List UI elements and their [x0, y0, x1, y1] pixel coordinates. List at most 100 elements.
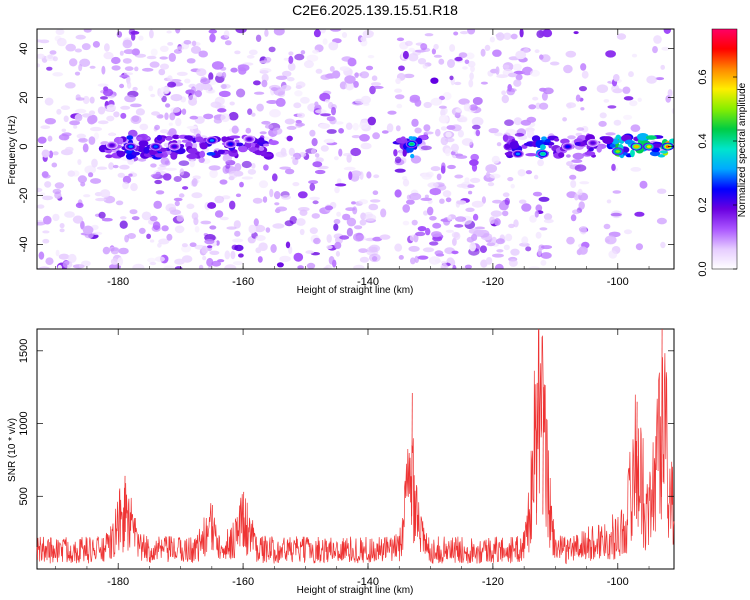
spectrogram-blob	[124, 94, 136, 103]
spectrogram-blob	[424, 33, 434, 37]
spectrogram-blob	[228, 111, 239, 121]
spectrogram-blob	[155, 171, 161, 177]
spectrogram-blob	[120, 216, 127, 220]
spectrogram-ridge-blob	[125, 150, 133, 154]
spectrogram-blob	[434, 258, 441, 264]
spectrogram-blob	[151, 111, 160, 116]
spectrogram-blob	[486, 242, 496, 247]
spectrogram-blob	[113, 164, 119, 169]
spectrogram-blob	[97, 120, 109, 125]
spectrogram-blob	[381, 130, 389, 134]
spectrogram-blob	[423, 210, 429, 216]
spectrogram-blob	[208, 29, 218, 34]
spectrogram-blob	[563, 64, 573, 74]
spectrogram-blob	[326, 234, 332, 243]
spectrogram-blob	[286, 125, 297, 130]
spectrogram-blob	[174, 200, 180, 207]
spectrogram-blob	[505, 233, 513, 242]
spectrogram-blob	[124, 234, 129, 243]
spectrogram-blob	[646, 75, 657, 84]
snr-peak	[542, 387, 544, 515]
spectrogram-blob	[571, 159, 583, 164]
spectrogram-blob	[288, 246, 293, 254]
spectrogram-blob	[74, 48, 82, 53]
spectrogram-blob	[635, 243, 644, 251]
spectrogram-blob	[120, 112, 127, 119]
snr-peak	[636, 401, 638, 519]
spectrogram-blob	[255, 235, 266, 241]
spectrogram-blob	[288, 55, 294, 64]
spectrogram-blob	[65, 43, 76, 52]
spectrogram-blob	[310, 148, 317, 154]
spectrogram-blob	[365, 65, 374, 71]
spectrogram-blob	[122, 39, 133, 49]
spectrogram-ridge-blob	[410, 153, 415, 159]
spectrogram-blob	[351, 201, 356, 205]
spectrogram-blob	[445, 197, 452, 203]
spectrogram-blob	[492, 49, 502, 57]
spectrogram-blob	[431, 231, 442, 238]
spectrogram-blob	[210, 101, 222, 108]
spectrogram-blob	[432, 222, 442, 229]
spectrogram-blob	[206, 257, 214, 267]
spectrogram-blob	[167, 42, 174, 46]
spectrogram-blob	[409, 97, 420, 103]
spectrogram-blob	[159, 86, 171, 95]
spectrogram-blob	[168, 52, 176, 62]
spectrogram-blob	[455, 216, 467, 222]
spectrogram-blob	[130, 30, 140, 35]
spectrogram-xlabel: Height of straight line (km)	[297, 285, 414, 296]
spectrogram-blob	[495, 238, 505, 245]
spectrogram-blob	[98, 211, 106, 219]
spectrogram-blob	[565, 50, 577, 58]
spectrogram-blob	[336, 178, 342, 185]
spectrogram-blob	[163, 265, 175, 269]
spectrogram-blob	[452, 264, 457, 269]
spectrogram-blob	[423, 124, 431, 132]
spectrogram-blob	[293, 102, 302, 109]
spectrogram-blob	[566, 236, 575, 245]
spectrogram-ridge-blob	[235, 142, 244, 147]
spectrogram-blob	[402, 220, 410, 226]
spectrogram-blob	[300, 96, 310, 104]
spectrogram-blob	[198, 50, 208, 58]
spectrogram-blob	[566, 154, 571, 158]
spectrogram-blob	[150, 48, 158, 57]
spectrogram-blob	[46, 66, 53, 71]
spectrogram-image	[37, 29, 674, 269]
spectrogram-blob	[326, 245, 333, 250]
spectrogram-blob	[540, 259, 547, 266]
spectrogram-blob	[534, 210, 539, 218]
spectrogram-blob	[208, 165, 221, 171]
spectrogram-blob	[123, 72, 134, 76]
spectrogram-blob	[234, 230, 241, 237]
spectrogram-blob	[567, 135, 576, 140]
spectrogram-blob	[292, 182, 300, 187]
spectrogram-blob	[101, 65, 106, 75]
spectrogram-blob	[628, 71, 634, 78]
spectrogram-blob	[492, 253, 504, 258]
spectrogram-blob	[429, 188, 442, 196]
spectrogram-blob	[37, 220, 46, 227]
spectrogram-blob	[169, 79, 182, 83]
spectrogram-blob	[73, 125, 78, 129]
spectrogram-blob	[394, 88, 403, 93]
spectrogram-ridge-blob	[660, 150, 668, 154]
spectrogram-blob	[410, 257, 416, 265]
spectrogram-blob	[173, 176, 182, 182]
spectrogram-blob	[427, 206, 434, 216]
spectrogram-blob	[58, 253, 70, 260]
spectrogram-blob	[373, 174, 380, 179]
spectrogram-blob	[475, 129, 481, 137]
spectrogram-ridge-blob	[249, 146, 256, 153]
spectrogram-blob	[83, 194, 91, 198]
spectrogram-blob	[111, 65, 121, 71]
spectrogram-blob	[434, 250, 444, 256]
spectrogram-blob	[519, 242, 530, 247]
spectrogram-blob	[259, 131, 267, 135]
spectrogram-blob	[623, 96, 634, 101]
spectrogram-blob	[97, 83, 109, 87]
spectrogram-blob	[72, 215, 84, 224]
spectrogram-ridge-blob	[649, 150, 661, 157]
spectrogram-blob	[299, 209, 308, 216]
